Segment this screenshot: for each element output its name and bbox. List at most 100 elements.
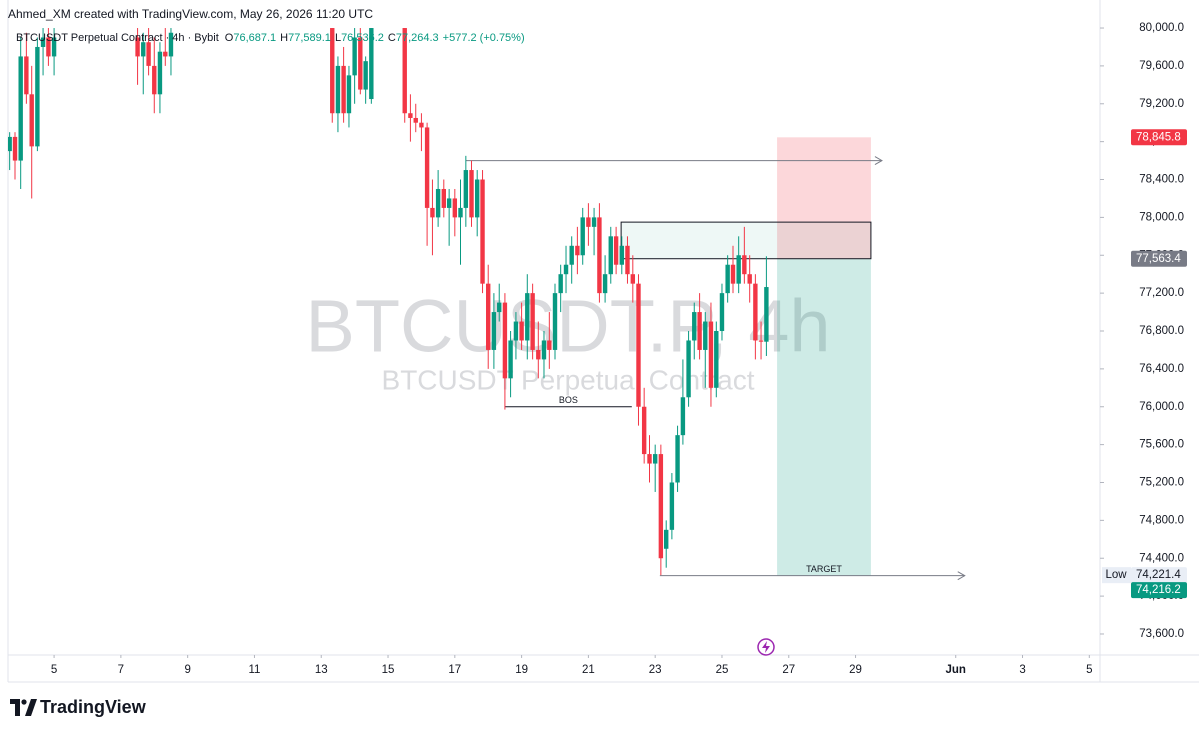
y-tick-label: 78,400.0 bbox=[1139, 174, 1184, 186]
candle-body bbox=[641, 406, 647, 455]
legend-change: +577.2 (+0.75%) bbox=[443, 32, 525, 44]
candle-body bbox=[547, 340, 552, 350]
candle-body bbox=[491, 312, 497, 350]
candle-body bbox=[458, 207, 463, 218]
candle-body bbox=[636, 283, 641, 407]
x-tick-label: 17 bbox=[448, 664, 461, 676]
events-icon[interactable] bbox=[757, 638, 775, 656]
arrow-head bbox=[957, 571, 966, 581]
candle-body bbox=[525, 293, 530, 341]
candle-body bbox=[486, 283, 491, 350]
candle-body bbox=[552, 293, 558, 350]
candle-body bbox=[541, 340, 547, 360]
candle-body bbox=[608, 236, 613, 275]
x-tick-label: 29 bbox=[849, 664, 862, 676]
candle-body bbox=[719, 293, 725, 332]
candle-body bbox=[346, 75, 352, 114]
candle-body bbox=[135, 37, 140, 57]
candle-body bbox=[730, 264, 736, 284]
candle-body bbox=[736, 255, 741, 284]
candle-body bbox=[686, 340, 691, 398]
y-tick-label: 75,600.0 bbox=[1139, 439, 1184, 451]
candle-body bbox=[35, 46, 40, 147]
candle-body bbox=[619, 245, 624, 265]
x-tick-label: Jun bbox=[946, 664, 966, 676]
y-tick-label: 74,400.0 bbox=[1139, 552, 1184, 564]
candle-body bbox=[8, 136, 12, 152]
candle-body bbox=[469, 170, 474, 218]
candle-body bbox=[530, 293, 535, 350]
watermark-description: BTCUSDT Perpetual Contract bbox=[382, 364, 755, 395]
legend: BTCUSDT Perpetual Contract · 4h · Bybit O… bbox=[16, 32, 525, 44]
candle-body bbox=[330, 28, 335, 114]
candle-body bbox=[24, 56, 29, 95]
candle-body bbox=[764, 287, 769, 342]
candle-body bbox=[435, 188, 441, 218]
candle-body bbox=[725, 264, 730, 294]
candle-body bbox=[430, 207, 435, 218]
candle-body bbox=[613, 236, 619, 265]
x-tick-label: 25 bbox=[716, 664, 729, 676]
x-tick-label: 11 bbox=[248, 664, 260, 676]
candle-body bbox=[742, 255, 747, 275]
candle-body bbox=[12, 136, 18, 161]
candle-body bbox=[51, 37, 57, 57]
x-tick-label: 21 bbox=[582, 664, 595, 676]
candle-body bbox=[658, 454, 664, 559]
axes: 73,600.074,000.074,400.074,800.075,200.0… bbox=[51, 22, 1187, 676]
candle-body bbox=[18, 56, 23, 161]
candle-body bbox=[335, 65, 341, 114]
legend-value: 76,687.1 bbox=[233, 32, 276, 44]
candle-body bbox=[591, 217, 597, 227]
y-tick-label: 75,200.0 bbox=[1139, 477, 1184, 489]
price-tag: Low bbox=[1105, 569, 1127, 581]
legend-title: BTCUSDT Perpetual Contract · 4h · Bybit bbox=[16, 32, 219, 44]
x-tick-label: 9 bbox=[184, 664, 190, 676]
x-tick-label: 15 bbox=[382, 664, 395, 676]
candle-body bbox=[758, 340, 764, 342]
x-tick-label: 5 bbox=[51, 664, 57, 676]
price-label-bg bbox=[1131, 129, 1187, 146]
order-block bbox=[620, 221, 872, 260]
candle-body bbox=[669, 482, 675, 530]
target-label: TARGET bbox=[806, 564, 842, 574]
candle-body bbox=[680, 397, 686, 436]
candle-body bbox=[446, 198, 452, 208]
candle-body bbox=[563, 264, 569, 275]
price-label: 77,563.4 bbox=[1136, 253, 1181, 265]
candle-body bbox=[692, 312, 697, 341]
stop-zone bbox=[777, 137, 871, 259]
candle-body bbox=[630, 274, 636, 284]
legend-key: H bbox=[280, 32, 288, 44]
candle-body bbox=[402, 28, 407, 114]
candle-body bbox=[519, 321, 524, 341]
price-label-bg bbox=[1131, 567, 1187, 584]
candle-body bbox=[419, 122, 424, 128]
candle-body bbox=[703, 321, 708, 350]
candle-body bbox=[536, 349, 541, 360]
legend-value: 76,536.2 bbox=[341, 32, 384, 44]
candle-body bbox=[363, 61, 368, 90]
price-tag-bg bbox=[1102, 567, 1131, 584]
candle-body bbox=[480, 179, 485, 284]
x-tick-label: 27 bbox=[782, 664, 795, 676]
y-tick-label: 73,600.0 bbox=[1139, 628, 1184, 640]
candle-body bbox=[652, 454, 658, 464]
candle-body bbox=[508, 340, 513, 379]
candle-body bbox=[452, 198, 458, 218]
candle-body bbox=[675, 435, 680, 483]
price-label: 74,216.2 bbox=[1136, 584, 1181, 596]
x-tick-label: 13 bbox=[315, 664, 328, 676]
legend-key: L bbox=[335, 32, 341, 44]
price-label-bg bbox=[1131, 582, 1187, 599]
y-tick-label: 79,600.0 bbox=[1139, 60, 1184, 72]
candle-body bbox=[141, 42, 146, 57]
x-tick-label: 3 bbox=[1019, 664, 1025, 676]
candle-body bbox=[146, 42, 151, 66]
y-tick-label: 78,000.0 bbox=[1139, 211, 1184, 223]
candle-body bbox=[152, 65, 157, 95]
candle-body bbox=[424, 127, 430, 208]
candle-body bbox=[664, 529, 669, 549]
